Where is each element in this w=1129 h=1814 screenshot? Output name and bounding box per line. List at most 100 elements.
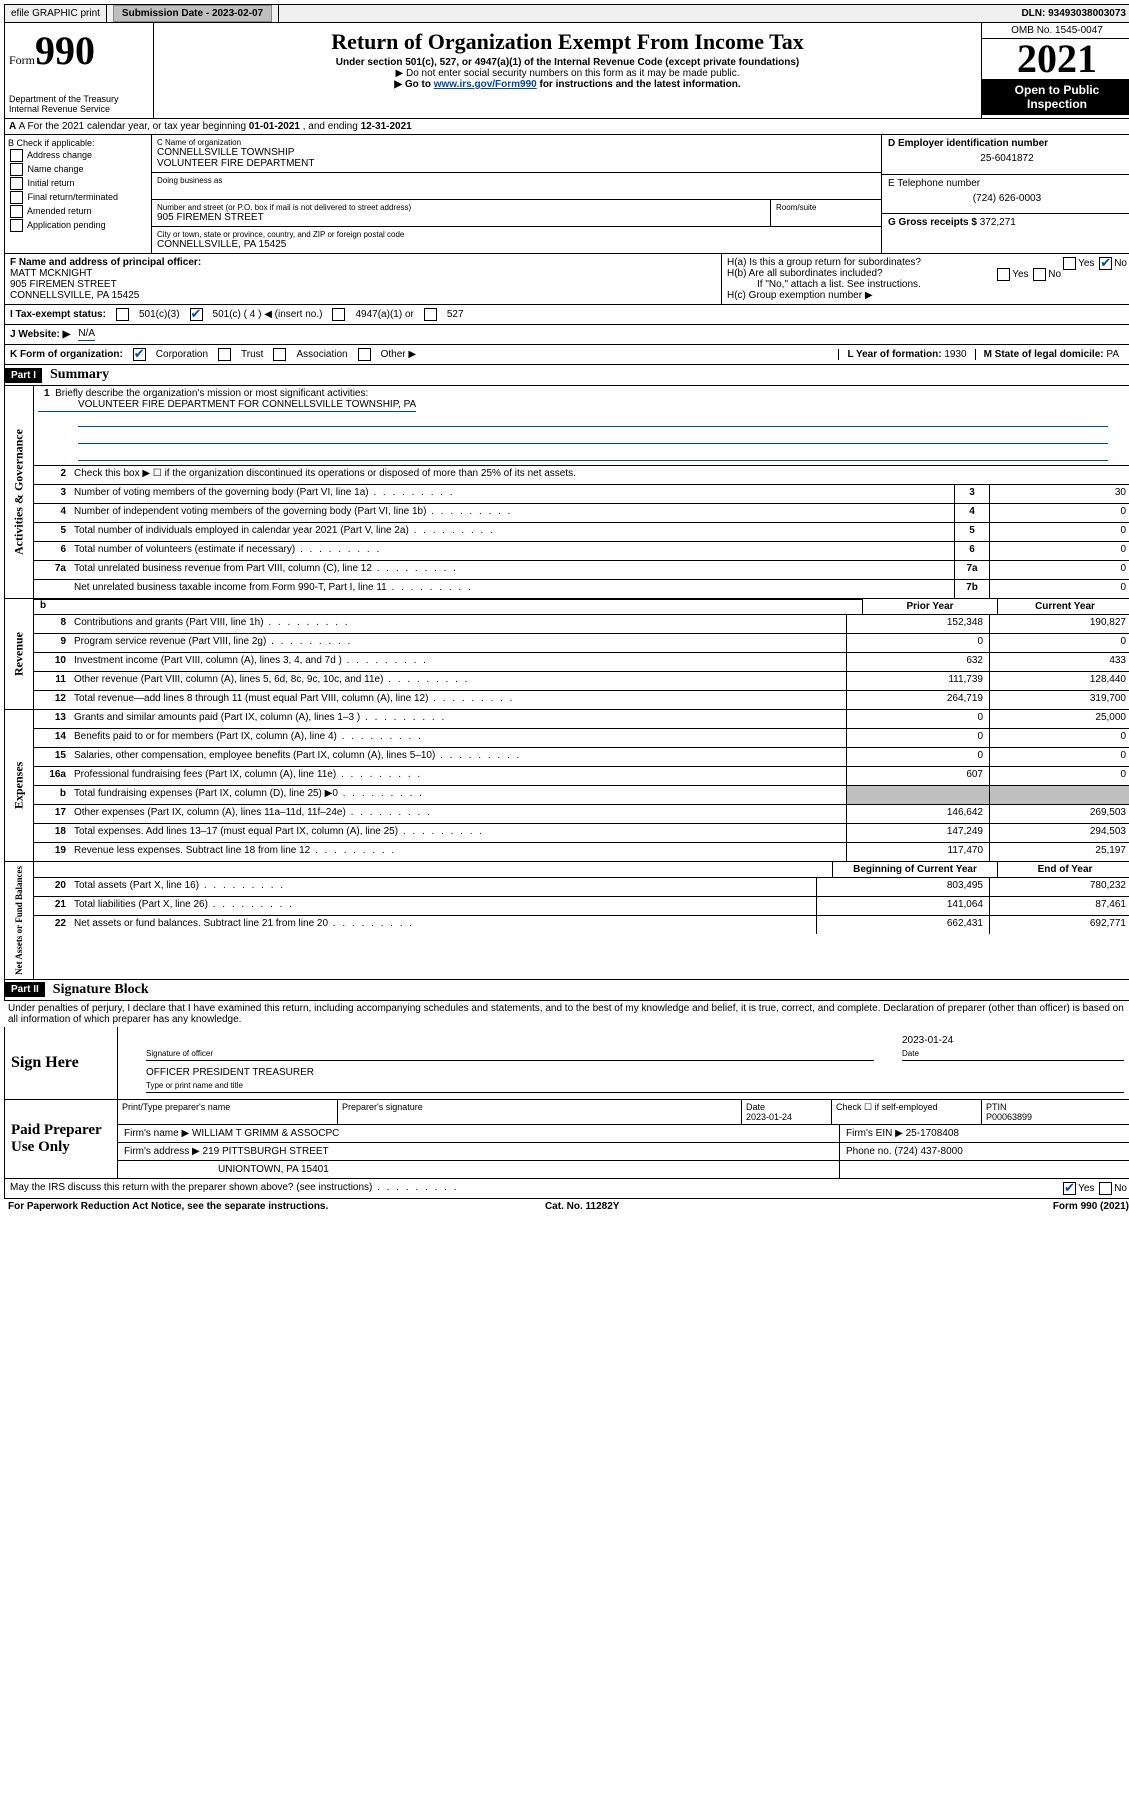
form-header: Form990 Department of the Treasury Inter… <box>4 23 1129 119</box>
gross-label: G Gross receipts $ <box>888 217 980 228</box>
chk-association[interactable] <box>273 348 286 361</box>
line-7b: Net unrelated business taxable income fr… <box>34 580 1129 598</box>
chk-amended-return[interactable]: Amended return <box>8 205 148 218</box>
line-20: 20Total assets (Part X, line 16)803,4957… <box>34 878 1129 897</box>
net-col-headers: Beginning of Current Year End of Year <box>34 862 1129 878</box>
form-note-ssn: ▶ Do not enter social security numbers o… <box>158 68 977 79</box>
boy-header: Beginning of Current Year <box>832 862 997 877</box>
line-14: 14Benefits paid to or for members (Part … <box>34 729 1129 748</box>
chk-trust[interactable] <box>218 348 231 361</box>
city-value: CONNELLSVILLE, PA 15425 <box>157 239 876 250</box>
rev-col-headers: b Prior Year Current Year <box>34 599 1129 615</box>
gross-cell: G Gross receipts $ 372,271 <box>882 214 1129 253</box>
part2-badge: Part II <box>5 982 45 997</box>
line-19: 19Revenue less expenses. Subtract line 1… <box>34 843 1129 861</box>
chk-application-pending[interactable]: Application pending <box>8 219 148 232</box>
submission-cell: Submission Date - 2023-02-07 <box>107 5 279 22</box>
irs-link[interactable]: www.irs.gov/Form990 <box>434 79 537 90</box>
prep-self-cell: Check ☐ if self-employed <box>832 1100 982 1124</box>
section-fh: F Name and address of principal officer:… <box>4 254 1129 305</box>
dba-cell: Doing business as <box>152 173 881 200</box>
footer-pra: For Paperwork Reduction Act Notice, see … <box>8 1201 328 1212</box>
ha-row: H(a) Is this a group return for subordin… <box>727 257 1127 268</box>
mission-block: 1 Briefly describe the organization's mi… <box>34 386 1129 466</box>
chk-501c[interactable] <box>190 308 203 321</box>
chk-corporation[interactable] <box>133 348 146 361</box>
section-bcd: B Check if applicable: Address change Na… <box>4 135 1129 254</box>
org-name-label: C Name of organization <box>157 138 876 147</box>
line-2: 2Check this box ▶ ☐ if the organization … <box>34 466 1129 485</box>
paid-preparer-content: Print/Type preparer's name Preparer's si… <box>118 1100 1129 1178</box>
street-value: 905 FIREMEN STREET <box>157 212 765 223</box>
principal-officer: F Name and address of principal officer:… <box>5 254 722 304</box>
officer-title-field: OFFICER PRESIDENT TREASURER Type or prin… <box>146 1081 1124 1093</box>
irs-label: Internal Revenue Service <box>9 104 149 114</box>
prep-sig-cell: Preparer's signature <box>338 1100 742 1124</box>
line-11: 11Other revenue (Part VIII, column (A), … <box>34 672 1129 691</box>
mission-label: Briefly describe the organization's miss… <box>55 388 368 399</box>
chk-address-change[interactable]: Address change <box>8 149 148 162</box>
line-17: 17Other expenses (Part IX, column (A), l… <box>34 805 1129 824</box>
ein-label: D Employer identification number <box>888 138 1048 149</box>
footer: For Paperwork Reduction Act Notice, see … <box>4 1199 1129 1214</box>
line-21: 21Total liabilities (Part X, line 26)141… <box>34 897 1129 916</box>
discuss-no[interactable] <box>1099 1182 1112 1195</box>
officer-city: CONNELLSVILLE, PA 15425 <box>10 290 139 301</box>
expenses-section: Expenses 13Grants and similar amounts pa… <box>4 710 1129 862</box>
tab-expenses: Expenses <box>5 710 34 861</box>
room-label: Room/suite <box>776 203 876 212</box>
chk-initial-return[interactable]: Initial return <box>8 177 148 190</box>
row-i-tax-status: I Tax-exempt status: 501(c)(3) 501(c) ( … <box>4 305 1129 325</box>
row-j-website: J Website: ▶ N/A <box>4 325 1129 345</box>
line-6: 6Total number of volunteers (estimate if… <box>34 542 1129 561</box>
chk-name-change[interactable]: Name change <box>8 163 148 176</box>
phone-value: (724) 626-0003 <box>888 193 1126 204</box>
hc-row: H(c) Group exemption number ▶ <box>727 290 1127 301</box>
line-22: 22Net assets or fund balances. Subtract … <box>34 916 1129 934</box>
col-b-checkboxes: B Check if applicable: Address change Na… <box>5 135 152 253</box>
part2-header-row: Part II Signature Block <box>4 980 1129 1001</box>
chk-501c3[interactable] <box>116 308 129 321</box>
activities-governance: Activities & Governance 1 Briefly descri… <box>4 386 1129 599</box>
col-c-org-info: C Name of organization CONNELLSVILLE TOW… <box>152 135 881 253</box>
discuss-yes[interactable] <box>1063 1182 1076 1195</box>
signature-date-field: 2023-01-24 Date <box>902 1049 1124 1061</box>
efile-label: efile GRAPHIC print <box>5 5 107 22</box>
line-8: 8Contributions and grants (Part VIII, li… <box>34 615 1129 634</box>
gross-value: 372,271 <box>980 217 1016 228</box>
city-label: City or town, state or province, country… <box>157 230 876 239</box>
row-k-form-org: K Form of organization: Corporation Trus… <box>4 345 1129 365</box>
phone-cell: E Telephone number (724) 626-0003 <box>882 175 1129 215</box>
phone-label: E Telephone number <box>888 178 1126 189</box>
paid-preparer-row: Paid Preparer Use Only Print/Type prepar… <box>5 1100 1129 1178</box>
officer-name: MATT MCKNIGHT <box>10 268 92 279</box>
row-a-tax-year: A A For the 2021 calendar year, or tax y… <box>4 119 1129 135</box>
part1-header-row: Part I Summary <box>4 365 1129 386</box>
form-title: Return of Organization Exempt From Incom… <box>158 29 977 55</box>
submission-button[interactable]: Submission Date - 2023-02-07 <box>113 5 272 22</box>
col-b-header: B Check if applicable: <box>8 138 148 148</box>
line-10: 10Investment income (Part VIII, column (… <box>34 653 1129 672</box>
form-note-link: ▶ Go to www.irs.gov/Form990 for instruct… <box>158 79 977 90</box>
line-12: 12Total revenue—add lines 8 through 11 (… <box>34 691 1129 709</box>
street-row: Number and street (or P.O. box if mail i… <box>152 200 881 227</box>
website-value: N/A <box>78 328 95 341</box>
prep-name-cell: Print/Type preparer's name <box>118 1100 338 1124</box>
net-assets-section: Net Assets or Fund Balances Beginning of… <box>4 862 1129 980</box>
form-number: Form990 <box>9 27 149 74</box>
chk-4947[interactable] <box>332 308 345 321</box>
street-cell: Number and street (or P.O. box if mail i… <box>152 200 771 226</box>
chk-other[interactable] <box>358 348 371 361</box>
prep-date-cell: Date2023-01-24 <box>742 1100 832 1124</box>
open-inspection: Open to Public Inspection <box>982 79 1129 115</box>
group-return: H(a) Is this a group return for subordin… <box>722 254 1129 304</box>
line-7a: 7aTotal unrelated business revenue from … <box>34 561 1129 580</box>
officer-signature-field[interactable]: Signature of officer <box>146 1049 874 1061</box>
sign-here-row: Sign Here Signature of officer 2023-01-2… <box>5 1027 1129 1100</box>
line-15: 15Salaries, other compensation, employee… <box>34 748 1129 767</box>
chk-527[interactable] <box>424 308 437 321</box>
perjury-declaration: Under penalties of perjury, I declare th… <box>4 1001 1129 1027</box>
chk-final-return[interactable]: Final return/terminated <box>8 191 148 204</box>
form-org-label: K Form of organization: <box>10 349 123 360</box>
officer-street: 905 FIREMEN STREET <box>10 279 117 290</box>
